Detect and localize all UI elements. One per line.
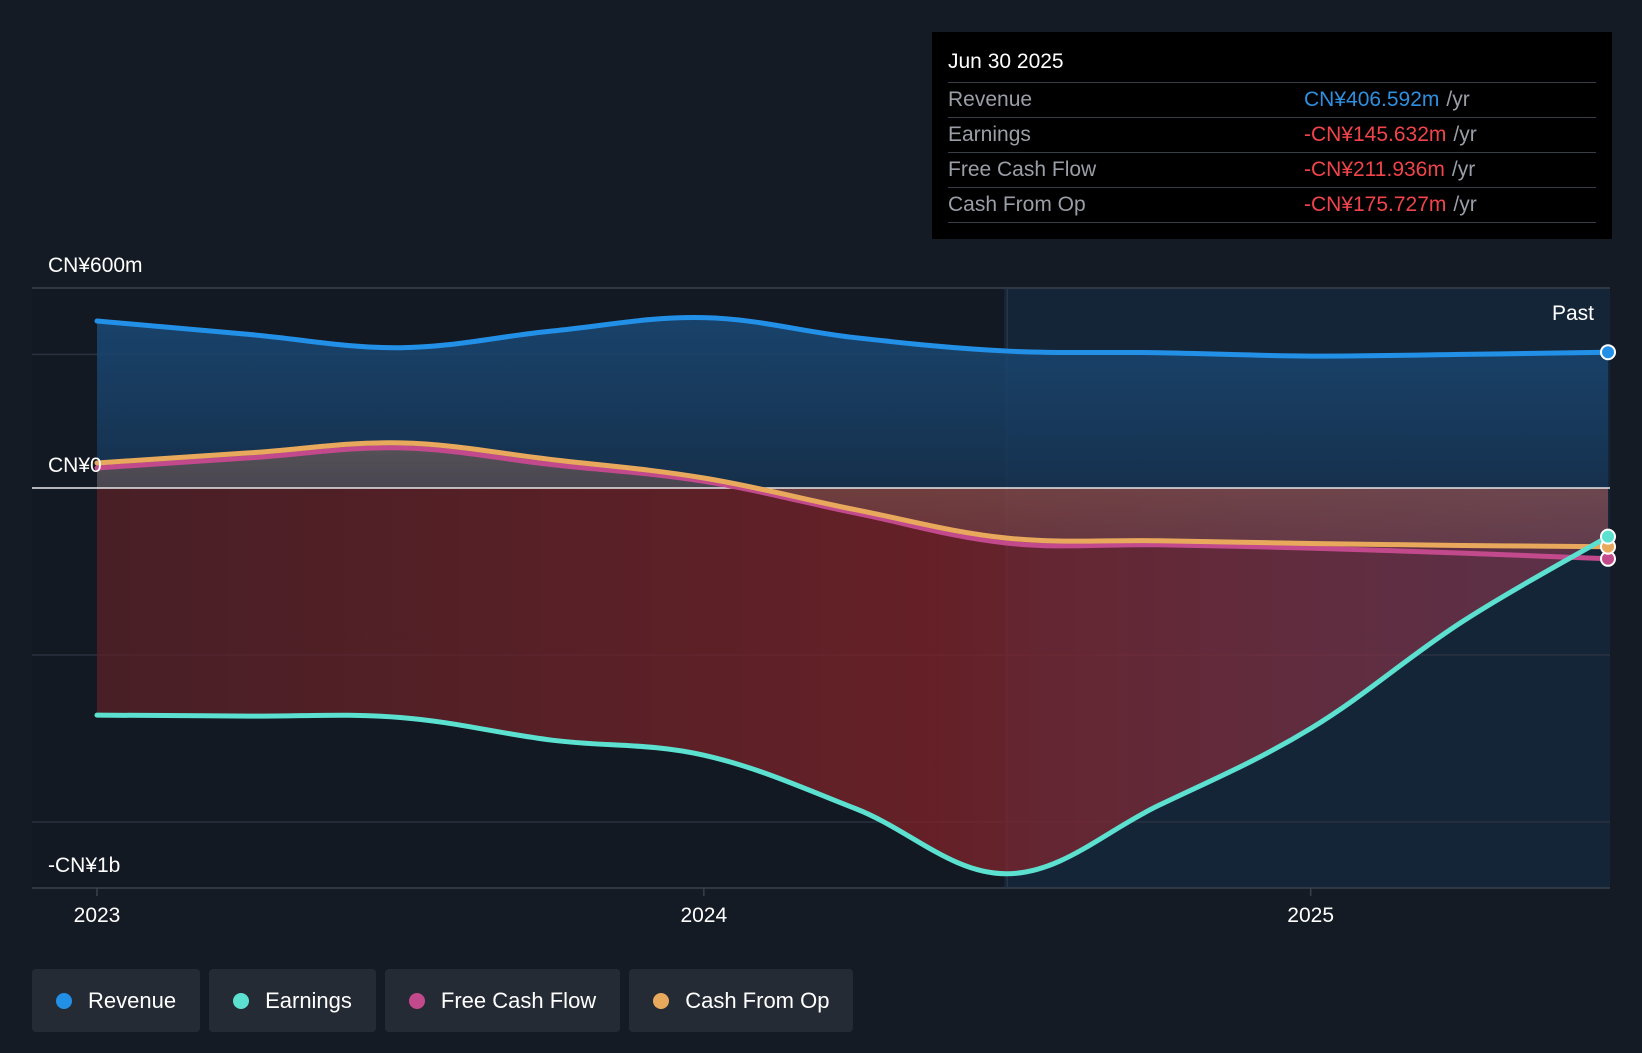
- tooltip-panel: Jun 30 2025 Revenue CN¥406.592m /yr Earn…: [932, 32, 1612, 239]
- legend-item-cash-from-op[interactable]: Cash From Op: [629, 969, 854, 1032]
- revenue-end-point: [1600, 344, 1616, 361]
- tooltip-unit: /yr: [1451, 158, 1476, 181]
- tooltip-label: Cash From Op: [948, 193, 1086, 216]
- y-label-bottom: -CN¥1b: [48, 854, 120, 877]
- tooltip-unit: /yr: [1453, 123, 1477, 146]
- revenue-area: [97, 317, 1608, 488]
- revenue-dot-icon: [56, 992, 72, 1009]
- tooltip-label: Free Cash Flow: [948, 158, 1097, 181]
- tooltip-row-revenue: Revenue CN¥406.592m /yr: [948, 82, 1596, 117]
- legend-label: Cash From Op: [685, 987, 830, 1013]
- tooltip-value: -CN¥145.632m: [1304, 123, 1447, 146]
- tooltip-row-free-cash-flow: Free Cash Flow -CN¥211.936m /yr: [948, 152, 1596, 187]
- y-label-zero: CN¥0: [48, 454, 102, 477]
- revenue-line: [94, 315, 1611, 359]
- legend-item-free-cash-flow[interactable]: Free Cash Flow: [384, 969, 621, 1032]
- tooltip-date: Jun 30 2025: [948, 50, 1064, 73]
- tooltip-value: -CN¥175.727m: [1304, 193, 1447, 216]
- earnings-line: [94, 534, 1611, 877]
- cash-from-op-line: [94, 440, 1611, 550]
- tooltip-row-earnings: Earnings -CN¥145.632m /yr: [948, 117, 1596, 152]
- tooltip-unit: /yr: [1453, 193, 1477, 216]
- cash-from-op-area: [97, 442, 1608, 547]
- earnings-area: [97, 488, 1608, 874]
- legend-label: Earnings: [265, 987, 352, 1013]
- free-cash-flow-dot-icon: [408, 992, 425, 1009]
- tooltip-row-cash-from-op: Cash From Op -CN¥175.727m /yr: [948, 187, 1596, 223]
- y-label-top: CN¥600m: [48, 254, 143, 277]
- legend-item-revenue[interactable]: Revenue: [32, 969, 201, 1032]
- x-tick-label: 2023: [74, 904, 121, 927]
- tooltip-label: Earnings: [948, 123, 1031, 146]
- earnings-dot-icon: [233, 992, 250, 1009]
- legend: Revenue Earnings Free Cash Flow Cash Fro…: [32, 969, 854, 1032]
- x-tick-label: 2025: [1287, 904, 1334, 927]
- legend-label: Revenue: [88, 987, 177, 1013]
- tooltip-value: CN¥406.592m: [1304, 88, 1440, 111]
- past-label: Past: [1552, 302, 1594, 325]
- earnings-end-point: [1600, 528, 1616, 545]
- tooltip-value: -CN¥211.936m: [1304, 158, 1445, 181]
- tooltip-unit: /yr: [1446, 88, 1470, 111]
- legend-label: Free Cash Flow: [440, 987, 597, 1013]
- cash-from-op-dot-icon: [653, 992, 670, 1009]
- legend-item-earnings[interactable]: Earnings: [209, 969, 376, 1032]
- free-cash-flow-line: [94, 445, 1611, 562]
- x-tick-label: 2024: [680, 904, 727, 927]
- tooltip-label: Revenue: [948, 88, 1033, 111]
